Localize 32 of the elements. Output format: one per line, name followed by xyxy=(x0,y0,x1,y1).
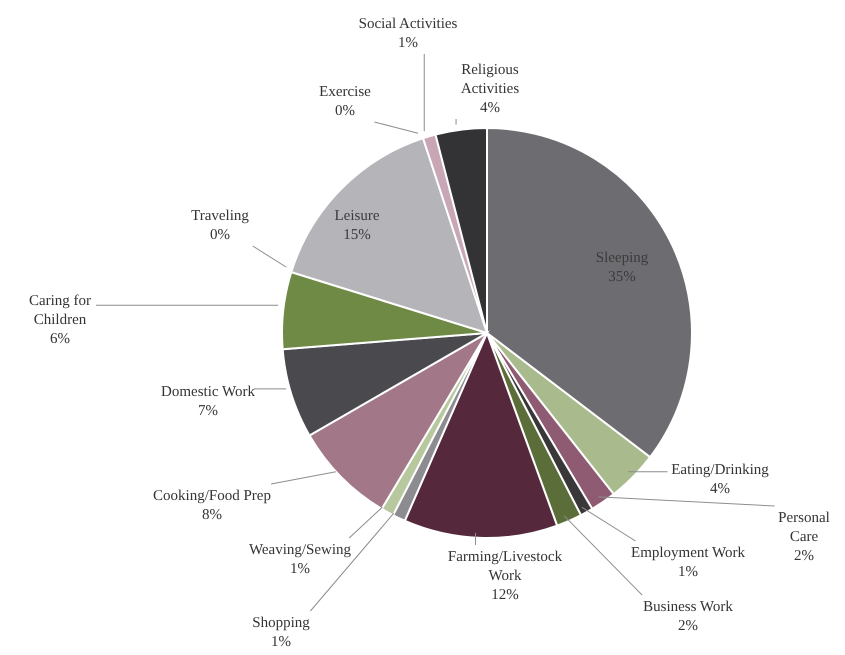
data-label: 1% xyxy=(290,561,310,577)
text: 0% xyxy=(210,227,230,243)
data-label: 6% xyxy=(50,331,70,347)
data-label: 12% xyxy=(491,587,519,603)
slice-label: Farming/Livestock Work xyxy=(448,549,563,584)
category-label: Traveling xyxy=(191,208,249,224)
slice-label: Sleeping xyxy=(596,250,649,266)
slice-label: Weaving/Sewing xyxy=(248,542,352,558)
data-label: 1% xyxy=(271,634,291,650)
data-label: 35% xyxy=(608,269,636,285)
data-label: 15% xyxy=(343,227,371,243)
data-label: 1% xyxy=(398,35,418,51)
text: 0% xyxy=(335,103,355,119)
slice-label: Cooking/Food Prep xyxy=(153,488,271,504)
slice-label: Social Activities xyxy=(358,16,458,32)
slice-label: Religious Activities xyxy=(460,62,520,97)
slice-label: Eating/Drinking xyxy=(671,462,770,478)
data-label: 8% xyxy=(202,507,222,523)
slice-label: Employment Work xyxy=(631,545,746,561)
data-label: 4% xyxy=(710,481,730,497)
slice-label: Shopping xyxy=(252,615,310,631)
slice-label: Caring for Children xyxy=(28,293,92,328)
slice-label: Domestic Work xyxy=(161,384,256,400)
data-label: 1% xyxy=(678,564,698,580)
data-label: 4% xyxy=(480,100,500,116)
category-label: Exercise xyxy=(319,84,371,100)
data-label: 7% xyxy=(198,403,218,419)
slice-label: Business Work xyxy=(643,599,734,615)
slice-label: Personal Care xyxy=(778,510,830,545)
data-label: 2% xyxy=(678,618,698,634)
slice-label: Leisure xyxy=(334,208,380,224)
data-label: 2% xyxy=(794,548,814,564)
